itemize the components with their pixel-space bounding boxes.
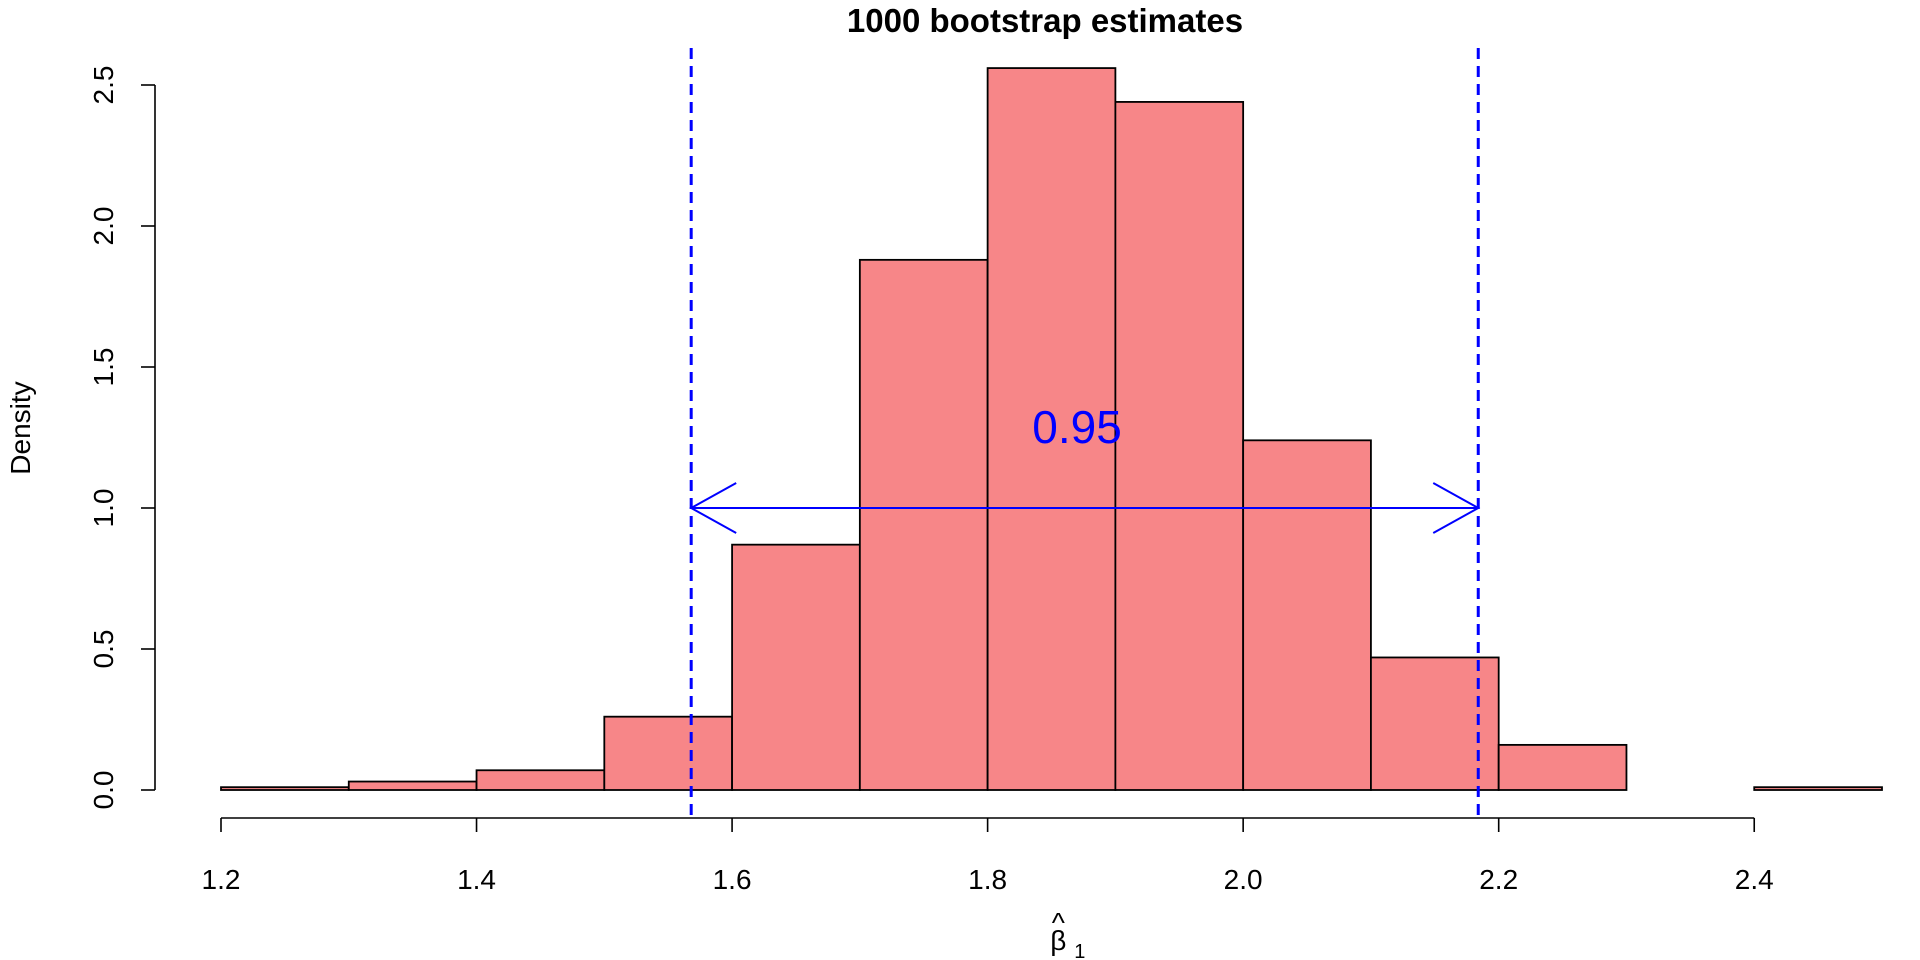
y-tick-label: 1.0 xyxy=(88,489,119,528)
histogram-bar-12 xyxy=(1753,786,1883,791)
histogram-bar-4 xyxy=(731,543,861,791)
x-tick-label: 2.2 xyxy=(1479,864,1518,895)
y-tick-label: 0.5 xyxy=(88,630,119,669)
x-tick-label: 2.4 xyxy=(1735,864,1774,895)
bars-layer xyxy=(220,67,1883,791)
histogram-bar-5 xyxy=(858,258,989,791)
x-axis-title-hat: ^ xyxy=(1052,907,1065,938)
y-tick-label: 2.5 xyxy=(88,66,119,105)
x-axis-title-subscript: 1 xyxy=(1074,941,1085,960)
x-axis-title: ^β 1 xyxy=(1050,907,1085,960)
x-axis-title-symbol: β xyxy=(1050,925,1066,956)
y-axis-title: Density xyxy=(5,381,36,474)
histogram-bar-2 xyxy=(475,769,606,791)
ci-level-label: 0.95 xyxy=(1032,401,1122,453)
ci-arrow-head-right xyxy=(1432,482,1481,534)
y-axis: 0.0 0.5 1.0 1.5 2.0 2.5 xyxy=(88,66,156,810)
ci-annotation-layer: 0.95 xyxy=(689,48,1481,818)
histogram-bar-7 xyxy=(1114,101,1245,791)
x-tick-label: 2.0 xyxy=(1224,864,1263,895)
histogram-bar-3 xyxy=(603,715,733,791)
chart-title: 1000 bootstrap estimates xyxy=(847,2,1243,39)
x-axis: 1.2 1.4 1.6 1.8 2.0 2.2 2.4 xyxy=(202,817,1774,895)
y-tick-label: 2.0 xyxy=(88,207,119,246)
x-tick-label: 1.8 xyxy=(968,864,1007,895)
histogram-bar-0 xyxy=(220,786,350,791)
histogram-bar-8 xyxy=(1242,439,1372,791)
histogram-bar-10 xyxy=(1497,743,1628,791)
x-tick-label: 1.2 xyxy=(202,864,241,895)
y-tick-label: 1.5 xyxy=(88,348,119,387)
histogram-bar-1 xyxy=(347,780,478,791)
y-tick-label: 0.0 xyxy=(88,771,119,810)
x-tick-label: 1.6 xyxy=(713,864,752,895)
x-tick-label: 1.4 xyxy=(457,864,496,895)
ci-arrow-head-left xyxy=(689,482,737,534)
